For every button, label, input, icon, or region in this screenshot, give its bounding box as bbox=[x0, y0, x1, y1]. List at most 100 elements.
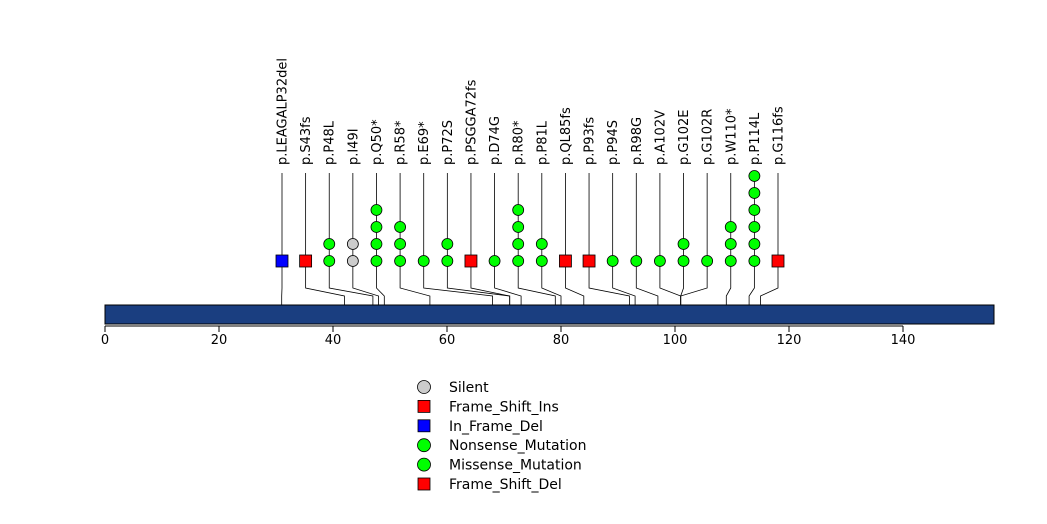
mutation-marker-circle bbox=[748, 187, 761, 199]
mutation-label: p.D74G bbox=[488, 116, 503, 165]
mutation-label: p.Q50* bbox=[370, 119, 385, 165]
mutation-label: p.E69* bbox=[417, 121, 432, 165]
mutation-label: p.R58* bbox=[394, 120, 409, 165]
mutation-label: p.R98G bbox=[630, 117, 645, 165]
mutation-label: p.G116fs bbox=[772, 106, 787, 165]
mutation-marker-circle bbox=[346, 238, 359, 250]
mutation-marker-circle bbox=[323, 238, 336, 250]
x-tick-label: 0 bbox=[101, 333, 109, 348]
mutation-stem bbox=[635, 173, 659, 324]
mutation-label: p.P114L bbox=[748, 112, 763, 165]
mutation-marker-circle bbox=[748, 221, 761, 233]
mutation-marker-circle bbox=[512, 238, 525, 250]
x-axis: 0 20 40 60 80 100 120 140 bbox=[101, 325, 916, 348]
x-tick-label: 140 bbox=[891, 333, 916, 348]
mutation-marker-circle bbox=[441, 238, 454, 250]
mutation-marker-circle bbox=[370, 204, 383, 216]
label-layer: p.LEAGALP32del p.S43fs p.P48L p.I49I p.Q50* p… bbox=[276, 58, 787, 165]
mutation-marker-circle bbox=[535, 238, 548, 250]
mutation-marker-circle bbox=[748, 255, 761, 267]
legend-swatch-circle bbox=[417, 380, 431, 394]
mutation-stem bbox=[446, 173, 511, 324]
mutation-label: p.G102R bbox=[701, 109, 716, 165]
mutation-marker-square bbox=[275, 254, 289, 268]
legend-swatch-circle bbox=[417, 438, 431, 453]
mutation-label: p.P94S bbox=[606, 120, 621, 165]
mutation-stem bbox=[760, 173, 779, 324]
x-tick-label: 20 bbox=[211, 333, 228, 348]
x-tick-label: 120 bbox=[777, 333, 802, 348]
mutation-stem bbox=[659, 173, 682, 324]
mutation-label: p.P81L bbox=[535, 120, 550, 165]
x-tick-label: 40 bbox=[325, 333, 342, 348]
mutation-marker-circle bbox=[748, 238, 761, 250]
mutation-stem bbox=[423, 173, 494, 324]
mutation-marker-square bbox=[299, 254, 313, 268]
mutation-label: p.I49I bbox=[346, 128, 361, 165]
legend-swatch-square bbox=[417, 419, 431, 433]
mutation-marker-circle bbox=[512, 221, 525, 233]
legend-label: Silent bbox=[449, 380, 489, 396]
mutation-marker-circle bbox=[724, 221, 737, 233]
mutation-stem bbox=[565, 173, 585, 324]
mutation-marker-circle bbox=[512, 204, 525, 216]
mutation-stem bbox=[517, 173, 556, 324]
mutation-stem bbox=[305, 173, 345, 324]
mutation-marker-circle bbox=[323, 255, 336, 267]
mutation-label: p.R80* bbox=[512, 120, 527, 165]
mutation-marker-circle bbox=[677, 238, 690, 250]
mutation-label: p.LEAGALP32del bbox=[276, 58, 291, 165]
legend-label: Missense_Mutation bbox=[449, 458, 582, 474]
x-tick-label: 80 bbox=[553, 333, 570, 348]
mutation-stem bbox=[470, 173, 511, 324]
mutation-marker-circle bbox=[677, 255, 690, 267]
legend-label: Frame_Shift_Ins bbox=[449, 399, 559, 415]
mutation-label: p.P72S bbox=[441, 120, 456, 165]
mutation-marker-square bbox=[582, 254, 596, 268]
mutation-marker-circle bbox=[724, 238, 737, 250]
mutation-stem bbox=[588, 173, 630, 324]
mutation-marker-circle bbox=[512, 255, 525, 267]
legend-label: Frame_Shift_Del bbox=[449, 477, 562, 493]
mutation-label: p.W110* bbox=[724, 108, 739, 165]
mutation-marker-circle bbox=[748, 204, 761, 216]
x-tick-label: 100 bbox=[663, 333, 688, 348]
mutation-marker-circle bbox=[394, 221, 406, 233]
mutation-label: p.G102E bbox=[677, 110, 692, 166]
mutation-marker-circle bbox=[701, 255, 714, 267]
legend-label: In_Frame_Del bbox=[449, 419, 543, 435]
mutation-marker-circle bbox=[724, 255, 737, 267]
mutation-marker-square bbox=[771, 254, 785, 268]
legend-swatch-square bbox=[417, 477, 431, 491]
protein-domain-bar bbox=[104, 304, 995, 325]
mutation-marker-circle bbox=[748, 170, 761, 182]
mutation-label: p.QL85fs bbox=[559, 107, 574, 165]
mutation-label: p.P93fs bbox=[583, 117, 598, 165]
mutation-marker-circle bbox=[346, 255, 359, 267]
legend-swatch-circle bbox=[417, 457, 431, 472]
mutation-marker-circle bbox=[654, 255, 666, 267]
mutation-marker-circle bbox=[417, 255, 430, 267]
mutation-marker-circle bbox=[370, 221, 383, 233]
legend-label: Nonsense_Mutation bbox=[449, 438, 586, 454]
mutation-marker-circle bbox=[535, 255, 548, 267]
marker-layer bbox=[275, 170, 785, 268]
mutation-stem bbox=[612, 173, 636, 324]
mutation-marker-square bbox=[464, 254, 478, 268]
mutation-marker-circle bbox=[370, 255, 383, 267]
mutation-marker-circle bbox=[441, 255, 454, 267]
mutation-label: p.A102V bbox=[653, 110, 668, 165]
mutation-marker-circle bbox=[488, 255, 501, 267]
mutation-marker-circle bbox=[370, 238, 383, 250]
mutation-label: p.PSGGA72fs bbox=[464, 79, 479, 165]
mutation-marker-circle bbox=[394, 238, 406, 250]
mutation-label: p.S43fs bbox=[299, 116, 314, 165]
mutation-marker-circle bbox=[394, 255, 406, 267]
mutation-label: p.P48L bbox=[323, 120, 338, 165]
legend: Silent Frame_Shift_Ins In_Frame_Del Nonsens… bbox=[417, 380, 586, 493]
mutation-marker-circle bbox=[630, 255, 643, 267]
mutation-marker-square bbox=[559, 254, 572, 268]
legend-swatch-square bbox=[417, 399, 431, 413]
mutation-stem bbox=[399, 173, 431, 324]
